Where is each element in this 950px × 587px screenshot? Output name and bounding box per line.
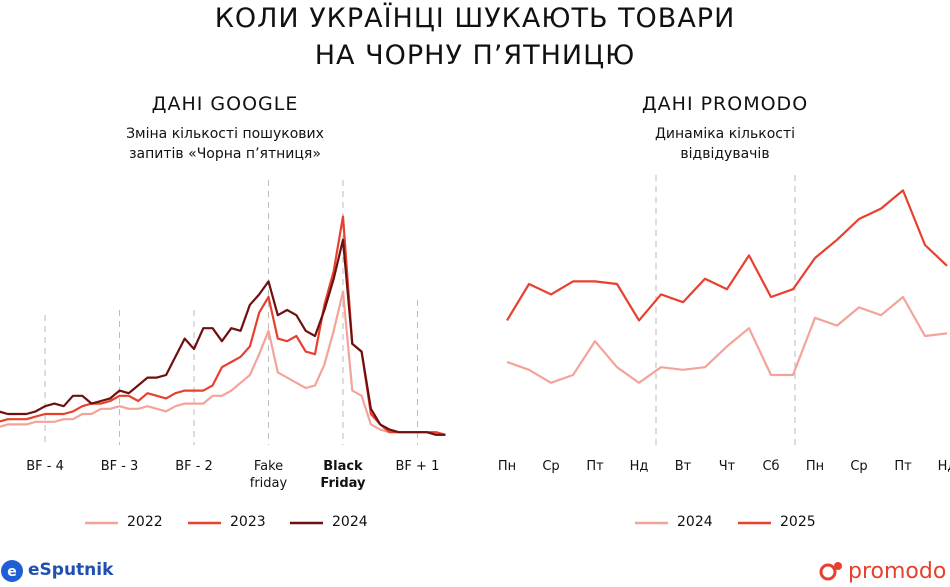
x-tick-label: Пн: [497, 459, 517, 474]
legend-label: 2025: [780, 514, 816, 530]
esputnik-icon-letter: e: [7, 564, 17, 580]
esputnik-logo: eSputnik: [28, 560, 114, 580]
x-tick-label: Нд: [629, 459, 649, 474]
promodo-icon: [834, 562, 842, 570]
promodo-icon: [819, 563, 837, 581]
series-line: [0, 215, 446, 436]
chart-subtitle: Динаміка кількості: [654, 126, 795, 142]
x-tick-label: BF - 2: [175, 459, 213, 474]
x-tick-label: Fake friday: [249, 459, 288, 491]
x-tick-label: Чт: [718, 459, 736, 474]
promodo-logo: promodo: [848, 559, 947, 584]
x-tick-label: Нд: [937, 459, 950, 474]
x-tick-label: Black Friday: [320, 459, 366, 491]
legend-label: 2024: [677, 514, 713, 530]
x-tick-label: Ср: [850, 459, 868, 474]
chart-subtitle: запитів «Чорна п’ятниця»: [129, 146, 321, 162]
legend-label: 2022: [127, 514, 163, 530]
x-tick-label: Пн: [805, 459, 825, 474]
page-title: КОЛИ УКРАЇНЦІ ШУКАЮТЬ ТОВАРИ НА ЧОРНУ П’…: [0, 0, 950, 74]
series-line: [0, 238, 446, 436]
x-tick-label: BF - 4: [26, 459, 64, 474]
x-tick-label: Вт: [674, 459, 692, 474]
x-tick-label: Сб: [762, 459, 780, 474]
series-line: [0, 290, 446, 436]
title-line: НА ЧОРНУ П’ЯТНИЦЮ: [314, 40, 636, 71]
legend-label: 2023: [230, 514, 266, 530]
series-line: [506, 295, 948, 384]
x-tick-label: BF + 1: [395, 459, 440, 474]
esputnik-icon: [1, 560, 23, 582]
x-tick-label: Ср: [542, 459, 560, 474]
legend-label: 2024: [332, 514, 368, 530]
chart-title: ДАНІ GOOGLE: [151, 93, 299, 115]
chart-subtitle: Зміна кількості пошукових: [126, 126, 324, 142]
series-line: [506, 189, 948, 322]
title-line: КОЛИ УКРАЇНЦІ ШУКАЮТЬ ТОВАРИ: [214, 3, 736, 34]
chart-title: ДАНІ PROMODO: [641, 93, 809, 115]
x-tick-label: Пт: [586, 459, 604, 474]
chart-subtitle: відвідувачів: [680, 146, 770, 162]
x-tick-label: BF - 3: [100, 459, 139, 474]
x-tick-label: Пт: [894, 459, 912, 474]
